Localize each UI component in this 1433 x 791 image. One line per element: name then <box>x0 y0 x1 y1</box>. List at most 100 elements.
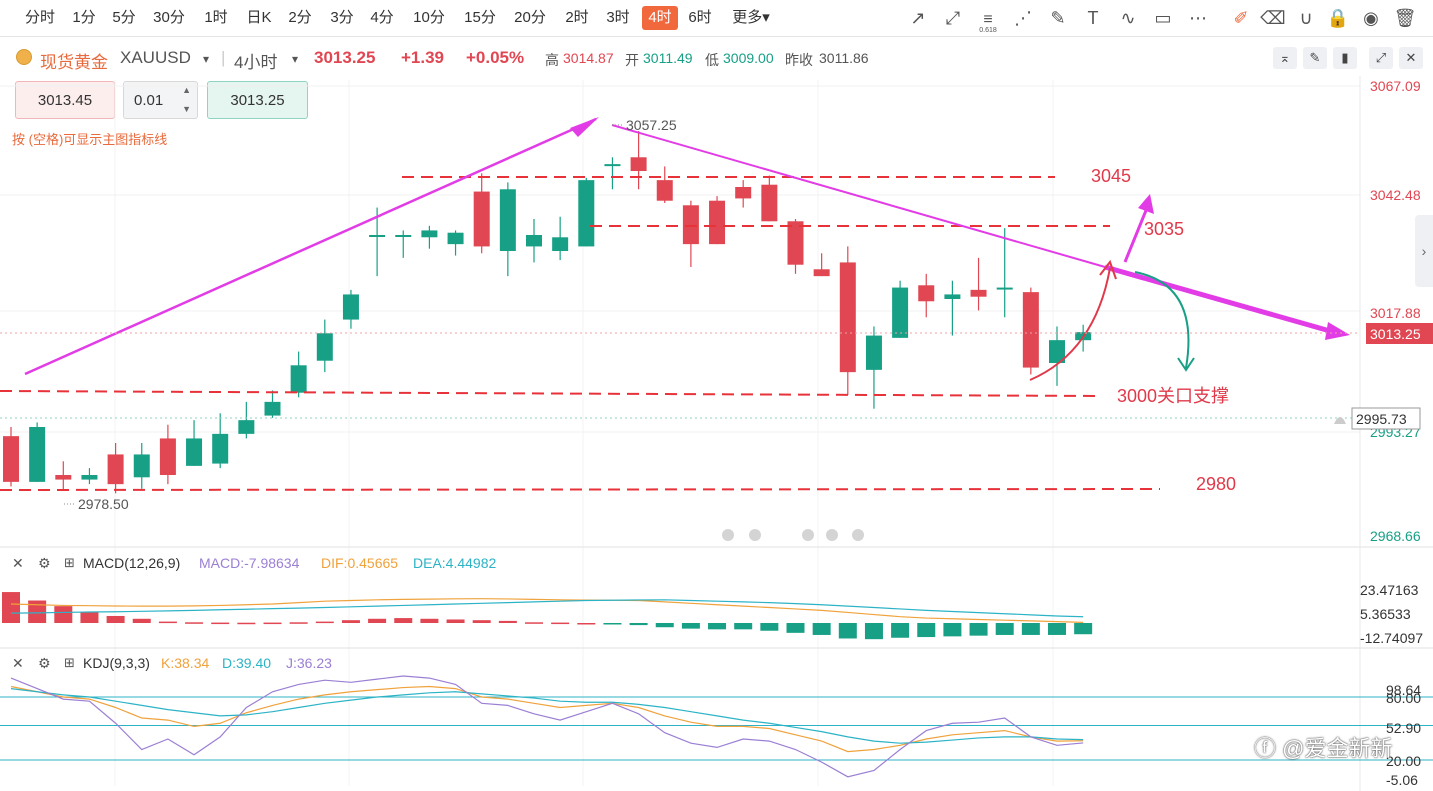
bell-icon <box>1334 417 1346 424</box>
quantity-value: 0.01 <box>134 92 164 109</box>
rectangle-icon[interactable]: ▭ <box>1154 8 1172 28</box>
gear-icon[interactable]: ⚙ <box>38 655 51 671</box>
candle-body <box>761 184 778 222</box>
timeframe-2分[interactable]: 2分 <box>288 9 312 26</box>
indicator-settings-icon[interactable]: ⌅ <box>1273 47 1297 69</box>
period-dropdown-icon[interactable]: ▾ <box>292 52 299 66</box>
fullscreen-icon[interactable]: ⤢ <box>1369 47 1393 69</box>
candle-body <box>656 180 673 201</box>
timeframe-日K[interactable]: 日K <box>246 9 272 26</box>
macd-header: ✕ ⚙ ⊞ MACD(12,26,9) MACD:-7.98634 DIF:0.… <box>0 551 1360 575</box>
buy-price-button[interactable]: 3013.25 <box>207 81 308 119</box>
macd-bar <box>263 622 282 625</box>
timeframe-15分[interactable]: 15分 <box>464 9 496 26</box>
timeframe-分时[interactable]: 分时 <box>24 9 55 26</box>
symbol-dropdown-icon[interactable]: ▾ <box>203 52 210 66</box>
macd-bar <box>577 623 596 625</box>
lock-icon[interactable]: 🔒 <box>1326 8 1350 28</box>
pen-icon[interactable]: ✎ <box>1050 8 1066 28</box>
candle-body <box>1075 332 1092 341</box>
stepper-up-icon[interactable]: ▲ <box>182 85 191 95</box>
macd-bar <box>1074 623 1093 635</box>
draw-mode-icon[interactable]: ✎ <box>1303 47 1327 69</box>
timeframe-5分[interactable]: 5分 <box>112 9 136 26</box>
timeframe-30分[interactable]: 30分 <box>153 9 185 26</box>
trendline-icon[interactable]: ↗ <box>910 8 926 28</box>
macd-bar <box>995 623 1014 635</box>
macd-bar <box>185 622 204 624</box>
last-price-tag: 3013.25 <box>1370 326 1421 342</box>
stepper-down-icon[interactable]: ▼ <box>182 104 191 114</box>
macd-bar <box>681 623 700 629</box>
quantity-stepper[interactable]: 0.01 ▲ ▼ <box>123 81 198 119</box>
eye-icon[interactable]: ◉ <box>1363 8 1379 28</box>
candle-body <box>526 234 542 247</box>
expand-icon[interactable]: ⊞ <box>64 555 75 570</box>
expand-icon[interactable]: ⊞ <box>64 655 75 670</box>
candle-body <box>342 294 359 320</box>
timeframe-4时[interactable]: 4时 <box>642 6 678 30</box>
symbol-code[interactable]: XAUUSD <box>120 48 191 67</box>
candle-body <box>892 287 909 338</box>
trash-icon[interactable]: 🗑 <box>1393 8 1417 28</box>
wave-icon[interactable]: ∿ <box>1120 8 1136 28</box>
macd-bar <box>54 606 73 623</box>
dea-line <box>10 599 1084 618</box>
period-selector[interactable]: 4小时 <box>234 53 278 72</box>
eraser-icon[interactable]: ⌫ <box>1260 8 1286 28</box>
last-price-tag-bg <box>1366 323 1433 344</box>
timeframe-10分[interactable]: 10分 <box>413 9 445 26</box>
candle-body <box>709 200 726 245</box>
close-icon[interactable]: ✕ <box>1399 47 1423 69</box>
close-indicator-icon[interactable]: ✕ <box>12 655 24 671</box>
magnet-icon[interactable]: ∪ <box>1299 8 1313 28</box>
timeframe-1分[interactable]: 1分 <box>72 9 96 26</box>
support-line-3000 <box>0 390 1101 397</box>
macd-bar <box>28 600 47 623</box>
ray-icon[interactable]: ⤢ <box>945 8 961 28</box>
low-label: 低 <box>705 52 719 68</box>
macd-bar <box>838 623 857 639</box>
downtrend-line-thin <box>611 124 1106 268</box>
y-tick-label: 3017.88 <box>1370 305 1421 321</box>
candle-body <box>682 205 699 245</box>
fibonacci-icon[interactable]: ≡ 0.618 <box>975 5 1001 34</box>
sell-price-button[interactable]: 3013.45 <box>15 81 115 119</box>
macd-bar <box>812 623 831 635</box>
macd-bar <box>708 623 727 630</box>
expand-panel-arrow-icon[interactable]: › <box>1415 215 1433 287</box>
macd-bar <box>498 620 517 623</box>
fan-icon[interactable]: ⋰ <box>1014 8 1032 28</box>
d-line <box>10 688 1084 744</box>
text-icon[interactable]: T <box>1087 8 1099 28</box>
timeframe-3分[interactable]: 3分 <box>330 9 354 26</box>
y-tick-label: 2993.27 <box>1370 424 1421 440</box>
candle-body <box>996 287 1013 290</box>
candle-body <box>290 365 307 393</box>
candle-style-icon[interactable]: ▮ <box>1333 47 1357 69</box>
timeframe-4分[interactable]: 4分 <box>370 9 394 26</box>
macd-bar <box>525 622 543 624</box>
more-tools-icon[interactable]: ⋯ <box>1189 8 1207 28</box>
edit-icon[interactable]: ✐ <box>1233 8 1249 28</box>
macd-bar <box>341 620 360 623</box>
indicator-hint: 按 (空格)可显示主图指标线 <box>12 132 168 147</box>
timeframe-6时[interactable]: 6时 <box>688 9 712 26</box>
macd-y-tick: 23.47163 <box>1360 582 1419 598</box>
dif-value: DIF:0.45665 <box>321 555 399 571</box>
macd-bar <box>368 618 387 623</box>
price-change-pct: +0.05% <box>466 48 525 67</box>
timeframe-20分[interactable]: 20分 <box>514 9 546 26</box>
macd-bar <box>420 618 439 623</box>
close-indicator-icon[interactable]: ✕ <box>12 555 24 571</box>
candle-body <box>552 237 569 251</box>
breakout-arrow <box>1123 207 1149 263</box>
macd-bar <box>629 623 648 626</box>
candle-body <box>81 475 98 480</box>
symbol-name[interactable]: 现货黄金 <box>40 53 108 72</box>
timeframe-2时[interactable]: 2时 <box>565 9 589 26</box>
gear-icon[interactable]: ⚙ <box>38 555 51 571</box>
timeframe-更多[interactable]: 更多▾ <box>732 9 770 26</box>
timeframe-3时[interactable]: 3时 <box>606 9 630 26</box>
timeframe-1时[interactable]: 1时 <box>204 9 228 26</box>
